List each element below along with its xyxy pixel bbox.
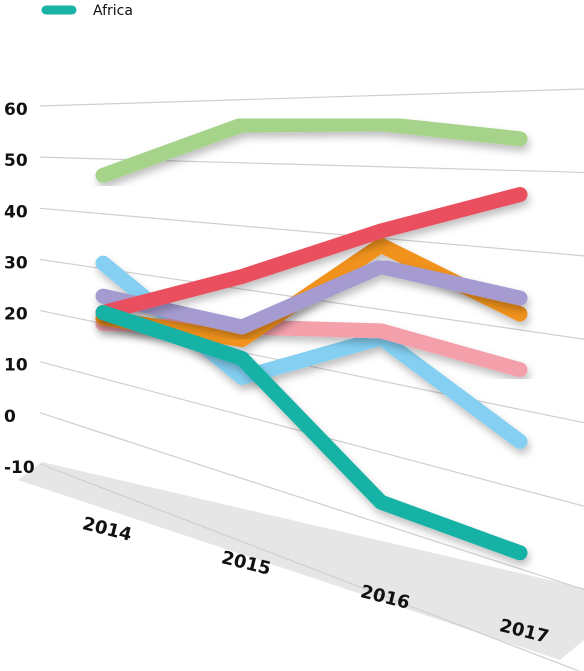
floor <box>18 462 584 660</box>
y-tick-label: 40 <box>4 202 28 222</box>
series-line <box>95 259 528 335</box>
x-tick-label: 2014 <box>80 513 134 545</box>
series-line <box>95 305 528 561</box>
series-line <box>95 116 528 183</box>
y-tick-label: 20 <box>4 305 28 325</box>
y-tick-label: 10 <box>4 356 28 376</box>
y-tick-label: 50 <box>4 151 28 171</box>
grid-line <box>39 207 584 257</box>
grid-line <box>39 88 584 107</box>
grid-line <box>39 412 584 591</box>
series-line <box>95 187 528 321</box>
legend-label: Africa <box>93 3 133 19</box>
y-tick-label: 30 <box>4 253 28 273</box>
grid-line <box>39 463 581 671</box>
y-tick-label: -10 <box>4 458 35 478</box>
y-tick-label: 0 <box>4 407 16 427</box>
y-tick-label: 60 <box>4 100 28 120</box>
